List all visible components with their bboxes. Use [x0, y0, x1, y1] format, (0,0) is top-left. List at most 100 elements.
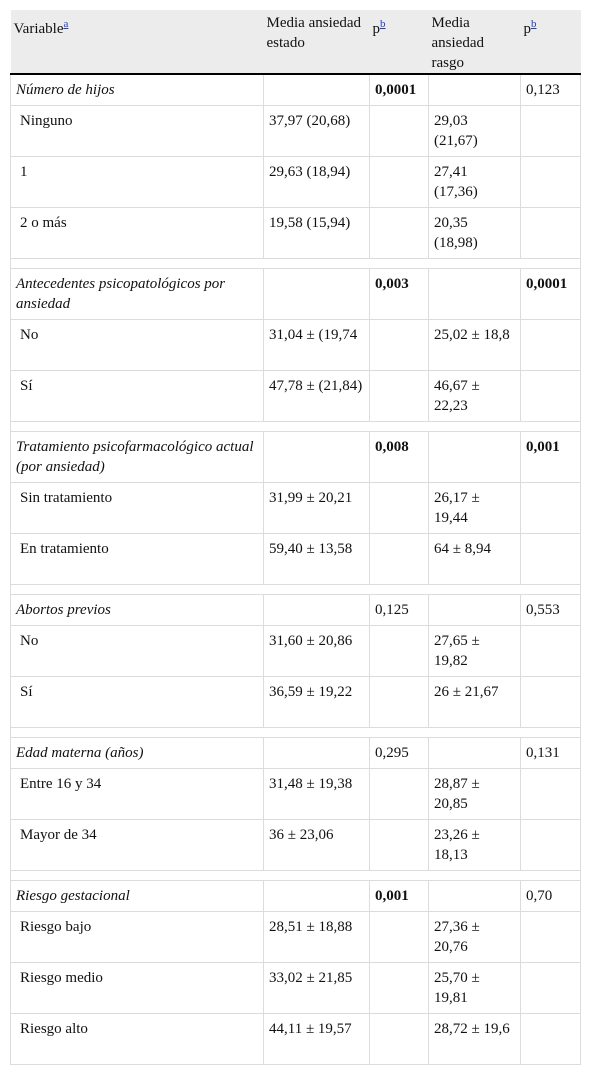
- row-label: En tratamiento: [10, 533, 264, 585]
- estado-value: 33,02 ± 21,85: [263, 962, 370, 1014]
- group-title: Riesgo gestacional: [10, 880, 264, 912]
- row-label: Riesgo alto: [10, 1013, 264, 1065]
- footnote-link[interactable]: b: [380, 18, 386, 30]
- spacer-row: [10, 727, 581, 738]
- footnote-link[interactable]: a: [63, 18, 69, 30]
- rasgo-value: 46,67 ± 22,23: [428, 370, 521, 422]
- table-wrap: Variablea Media ansiedad estado pb Media an…: [10, 10, 581, 1065]
- empty-cell: [369, 911, 429, 963]
- rasgo-value: 29,03 (21,67): [428, 105, 521, 157]
- data-row: En tratamiento 59,40 ± 13,58 64 ± 8,94: [10, 533, 581, 585]
- spacer-row: [10, 870, 581, 881]
- footnote-link[interactable]: b: [531, 18, 537, 30]
- row-label: Riesgo bajo: [10, 911, 264, 963]
- empty-cell: [428, 880, 521, 912]
- empty-cell: [263, 737, 370, 769]
- header-cell: Media ansiedad rasgo: [428, 10, 521, 75]
- row-label: 2 o más: [10, 207, 264, 259]
- empty-cell: [520, 819, 581, 871]
- spacer-cell: [10, 258, 581, 269]
- p-value: 0,003: [369, 268, 429, 320]
- estado-value: 36 ± 23,06: [263, 819, 370, 871]
- empty-cell: [369, 156, 429, 208]
- empty-cell: [428, 737, 521, 769]
- spacer-row: [10, 584, 581, 595]
- p-value: 0,0001: [520, 268, 581, 320]
- empty-cell: [369, 105, 429, 157]
- header-cell: pb: [369, 10, 429, 75]
- table-header: Variablea Media ansiedad estado pb Media an…: [10, 10, 581, 75]
- rasgo-value: 20,35 (18,98): [428, 207, 521, 259]
- group-row: Tratamiento psicofarmacológico actual (p…: [10, 431, 581, 483]
- empty-cell: [428, 431, 521, 483]
- header-cell: pb: [520, 10, 581, 75]
- empty-cell: [263, 431, 370, 483]
- header-text: Variable: [13, 21, 64, 37]
- group-row: Abortos previos 0,125 0,553: [10, 594, 581, 626]
- rasgo-value: 64 ± 8,94: [428, 533, 521, 585]
- row-label: Sí: [10, 676, 264, 728]
- p-value: 0,553: [520, 594, 581, 626]
- rasgo-value: 27,36 ± 20,76: [428, 911, 521, 963]
- estado-value: 59,40 ± 13,58: [263, 533, 370, 585]
- estado-value: 36,59 ± 19,22: [263, 676, 370, 728]
- empty-cell: [520, 319, 581, 371]
- row-label: Ninguno: [10, 105, 264, 157]
- row-label: Riesgo medio: [10, 962, 264, 1014]
- empty-cell: [520, 1013, 581, 1065]
- data-row: Riesgo medio 33,02 ± 21,85 25,70 ± 19,81: [10, 962, 581, 1014]
- data-row: Riesgo alto 44,11 ± 19,57 28,72 ± 19,6: [10, 1013, 581, 1065]
- rasgo-value: 26,17 ± 19,44: [428, 482, 521, 534]
- spacer-cell: [10, 727, 581, 738]
- empty-cell: [263, 268, 370, 320]
- estado-value: 31,48 ± 19,38: [263, 768, 370, 820]
- rasgo-value: 28,87 ± 20,85: [428, 768, 521, 820]
- rasgo-value: 25,02 ± 18,8: [428, 319, 521, 371]
- spacer-cell: [10, 870, 581, 881]
- row-label: Sí: [10, 370, 264, 422]
- rasgo-value: 25,70 ± 19,81: [428, 962, 521, 1014]
- header-text: Media ansiedad rasgo: [431, 15, 484, 71]
- p-value: 0,125: [369, 594, 429, 626]
- rasgo-value: 28,72 ± 19,6: [428, 1013, 521, 1065]
- row-label: Sin tratamiento: [10, 482, 264, 534]
- footnote-ref: b: [531, 16, 537, 30]
- group-title: Abortos previos: [10, 594, 264, 626]
- empty-cell: [263, 594, 370, 626]
- page: {"table": { "header": [ {"text": "Variab…: [10, 10, 581, 1065]
- data-row: Sí 36,59 ± 19,22 26 ± 21,67: [10, 676, 581, 728]
- p-value: 0,131: [520, 737, 581, 769]
- estado-value: 29,63 (18,94): [263, 156, 370, 208]
- empty-cell: [369, 533, 429, 585]
- header-row: Variablea Media ansiedad estado pb Media an…: [10, 10, 581, 75]
- rasgo-value: 27,65 ± 19,82: [428, 625, 521, 677]
- estado-value: 31,04 ± (19,74: [263, 319, 370, 371]
- empty-cell: [520, 625, 581, 677]
- table: Variablea Media ansiedad estado pb Media an…: [10, 10, 581, 1065]
- row-label: No: [10, 319, 264, 371]
- data-row: Riesgo bajo 28,51 ± 18,88 27,36 ± 20,76: [10, 911, 581, 963]
- data-row: Mayor de 34 36 ± 23,06 23,26 ± 18,13: [10, 819, 581, 871]
- p-value: 0,0001: [369, 73, 429, 106]
- empty-cell: [520, 482, 581, 534]
- empty-cell: [263, 880, 370, 912]
- spacer-row: [10, 421, 581, 432]
- empty-cell: [520, 370, 581, 422]
- data-row: Sin tratamiento 31,99 ± 20,21 26,17 ± 19,4…: [10, 482, 581, 534]
- rasgo-value: 23,26 ± 18,13: [428, 819, 521, 871]
- estado-value: 31,60 ± 20,86: [263, 625, 370, 677]
- empty-cell: [520, 911, 581, 963]
- spacer-cell: [10, 584, 581, 595]
- group-title: Edad materna (años): [10, 737, 264, 769]
- group-row: Antecedentes psicopatológicos por ansied…: [10, 268, 581, 320]
- estado-value: 19,58 (15,94): [263, 207, 370, 259]
- empty-cell: [369, 482, 429, 534]
- header-cell: Variablea: [10, 10, 264, 75]
- data-row: No 31,60 ± 20,86 27,65 ± 19,82: [10, 625, 581, 677]
- p-value: 0,001: [520, 431, 581, 483]
- estado-value: 31,99 ± 20,21: [263, 482, 370, 534]
- empty-cell: [520, 533, 581, 585]
- row-label: Entre 16 y 34: [10, 768, 264, 820]
- estado-value: 44,11 ± 19,57: [263, 1013, 370, 1065]
- p-value: 0,001: [369, 880, 429, 912]
